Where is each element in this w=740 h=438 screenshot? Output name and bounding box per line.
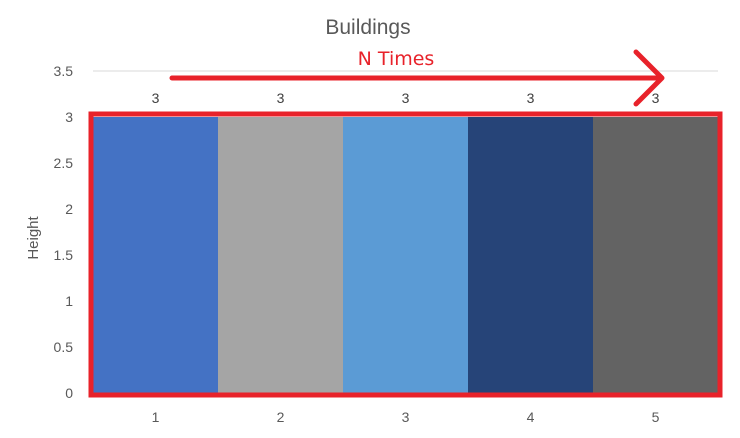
x-tick-label: 2	[277, 409, 285, 425]
x-tick-label: 1	[152, 409, 160, 425]
annotation-label: N Times	[358, 48, 435, 70]
y-tick-label: 0	[65, 385, 73, 401]
y-tick-label: 3	[65, 109, 73, 125]
x-tick-label: 4	[527, 409, 535, 425]
bar-2	[218, 117, 343, 393]
data-label: 3	[277, 90, 285, 106]
y-tick-label: 3.5	[54, 63, 74, 79]
y-tick-label: 2.5	[54, 155, 74, 171]
y-tick-label: 2	[65, 201, 73, 217]
chart-title: Buildings	[325, 16, 410, 39]
y-tick-label: 0.5	[54, 339, 74, 355]
data-label: 3	[402, 90, 410, 106]
arrow-head-icon	[633, 49, 665, 107]
bar-4	[468, 117, 593, 393]
y-tick-label: 1	[65, 293, 73, 309]
bar-5	[593, 117, 718, 393]
bar-1	[93, 117, 218, 393]
y-tick-label: 1.5	[54, 247, 74, 263]
highlight-rectangle	[88, 111, 723, 398]
data-label: 3	[527, 90, 535, 106]
bar-3	[343, 117, 468, 393]
annotation-layer: N Times	[88, 48, 723, 398]
data-label: 3	[152, 90, 160, 106]
y-axis-label: Height	[25, 215, 42, 259]
bars-layer	[93, 117, 718, 393]
x-tick-label: 3	[402, 409, 410, 425]
data-label: 3	[652, 90, 660, 106]
x-tick-label: 5	[652, 409, 660, 425]
